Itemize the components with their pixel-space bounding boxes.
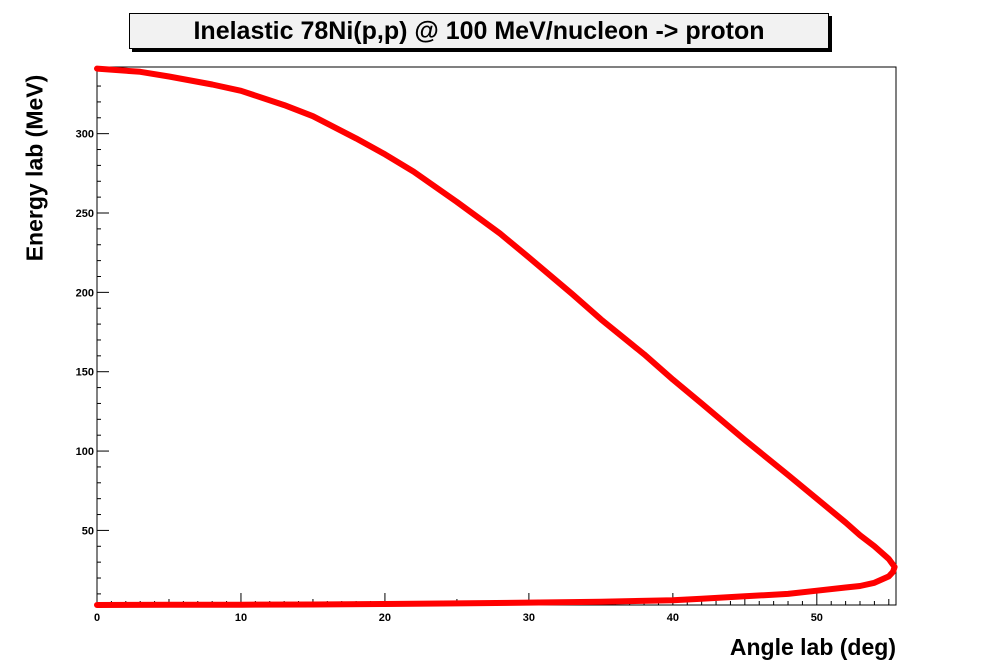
x-tick-label: 30 — [523, 612, 535, 624]
x-axis-label: Angle lab (deg) — [729, 634, 896, 660]
data-curve — [94, 65, 898, 608]
y-tick-label: 50 — [82, 525, 94, 537]
x-tick-label: 10 — [235, 612, 247, 624]
y-tick-label: 100 — [76, 446, 94, 458]
y-tick-label: 250 — [76, 208, 94, 220]
y-tick-label: 200 — [76, 287, 94, 299]
x-tick-label: 40 — [667, 612, 679, 624]
x-tick-label: 50 — [811, 612, 823, 624]
y-axis: 50 100 150 200 250 300 — [76, 69, 109, 595]
y-tick-label: 300 — [76, 129, 94, 141]
chart-title: Inelastic 78Ni(p,p) @ 100 MeV/nucleon ->… — [129, 13, 829, 49]
plot-frame — [96, 66, 897, 606]
y-axis-label: Energy lab (MeV) — [21, 74, 48, 262]
x-tick-label: 20 — [379, 612, 391, 624]
x-tick-label: 0 — [94, 612, 100, 624]
y-tick-label: 150 — [76, 367, 94, 379]
